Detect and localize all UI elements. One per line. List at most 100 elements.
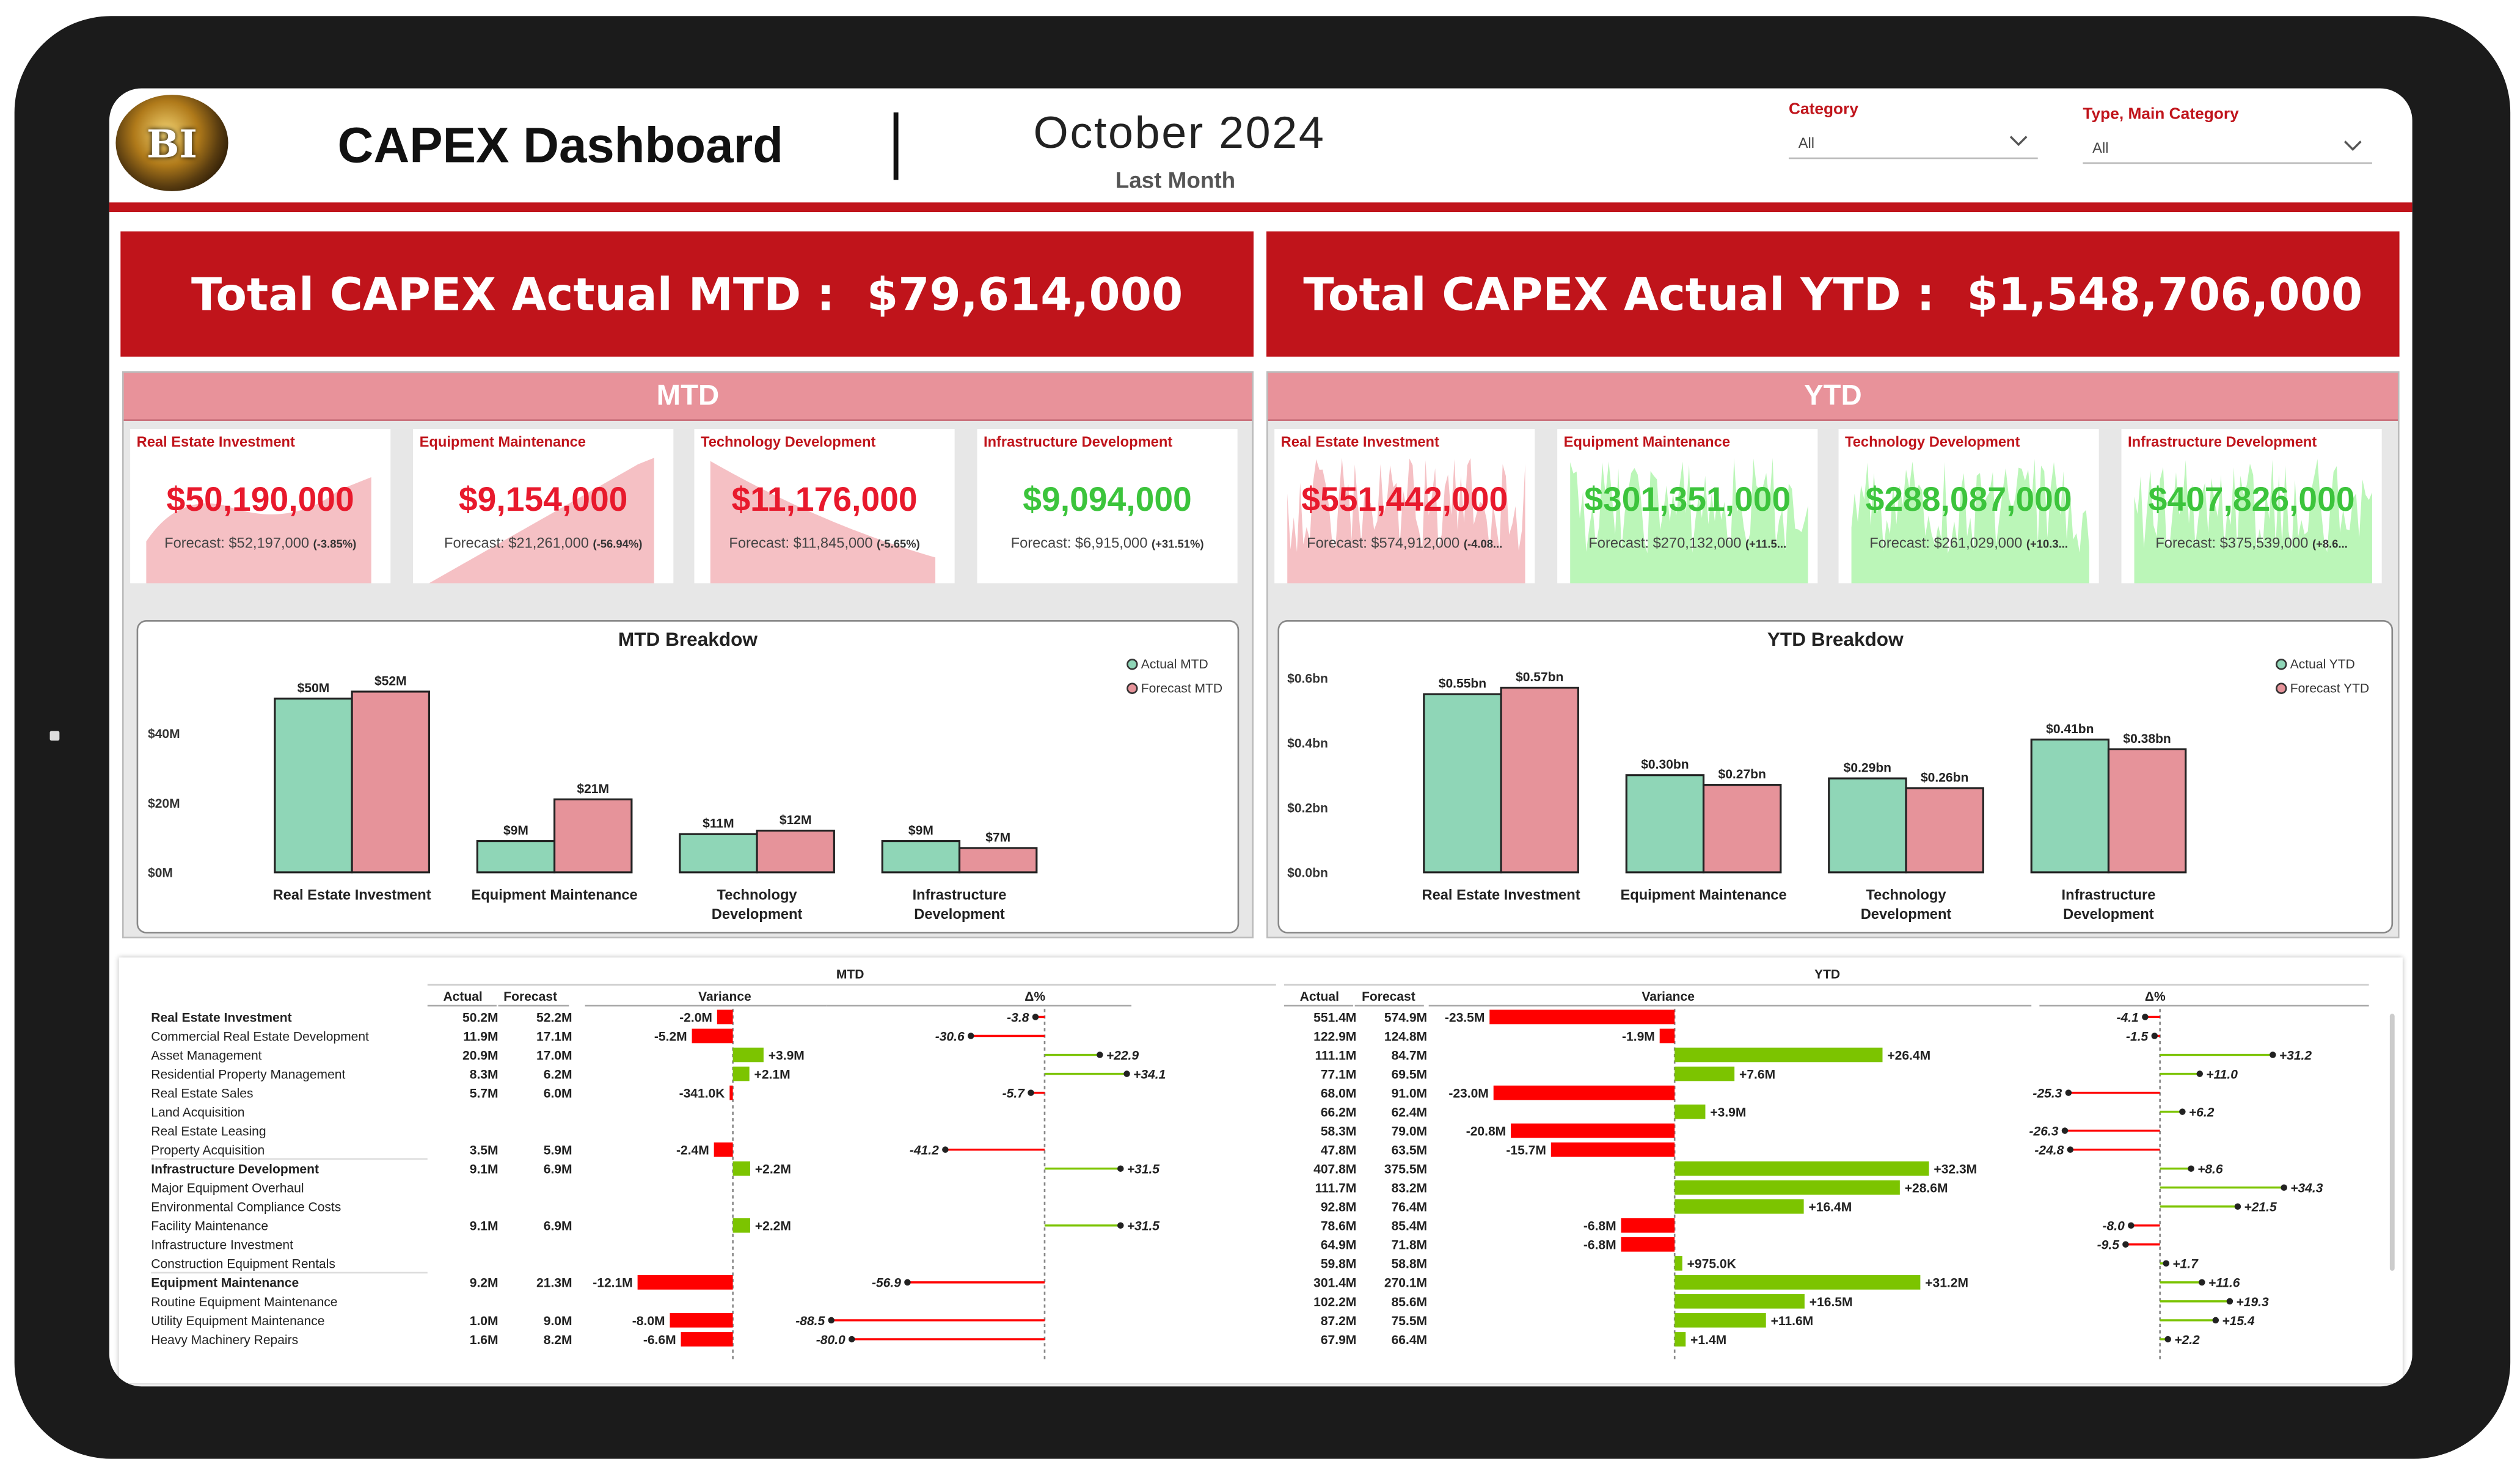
mtd-variance-bar — [681, 1332, 733, 1347]
sparkline-area — [710, 461, 936, 583]
ytd-variance-bar-label: +975.0K — [1687, 1257, 1736, 1271]
mtd-variance-bar — [692, 1028, 733, 1044]
type-filter-label: Type, Main Category — [2083, 106, 2239, 124]
mtd-variance-bar-label: -341.0K — [679, 1086, 725, 1100]
category-filter-label: Category — [1788, 101, 1859, 119]
mtd-variance-bar — [732, 1218, 750, 1233]
header-divider — [893, 112, 899, 180]
chevron-down-icon — [2343, 139, 2363, 155]
ytd-delta-lollipop-dot — [2196, 1070, 2204, 1077]
legend-item-forecast[interactable]: Forecast MTD — [1127, 681, 1222, 696]
kpi-card-label: Infrastructure Development — [983, 433, 1173, 450]
sparkline-area — [146, 477, 371, 583]
row-label: Equipment Maintenance — [151, 1276, 299, 1290]
bar-data-label: $0.38bn — [2123, 732, 2171, 746]
mtd-forecast: 21.3M — [536, 1276, 572, 1290]
kpi-card[interactable]: Equipment Maintenance $301,351,000 Forecas… — [1557, 429, 1818, 583]
ytd-forecast: 58.8M — [1392, 1257, 1427, 1271]
ytd-delta-lollipop-dot — [2065, 1089, 2072, 1096]
mtd-actual: 5.7M — [470, 1086, 499, 1100]
ytd-variance-bar — [1621, 1218, 1675, 1233]
ytd-forecast: 79.0M — [1392, 1125, 1427, 1139]
kpi-card[interactable]: Technology Development $288,087,000 Foreca… — [1838, 429, 2099, 583]
ytd-panel: YTD Real Estate Investment $551,442,000 Fo… — [1266, 371, 2400, 938]
table-scrollbar[interactable] — [2389, 1014, 2395, 1271]
x-tick-label: Technology — [717, 888, 798, 904]
mtd-forecast: 9.0M — [544, 1314, 572, 1328]
ytd-forecast: 66.4M — [1392, 1333, 1427, 1347]
kpi-card[interactable]: Technology Development $11,176,000 Forecas… — [694, 429, 955, 583]
ytd-variance-bar-label: +7.6M — [1739, 1067, 1775, 1081]
bar-data-label: $7M — [985, 830, 1010, 844]
kpi-card[interactable]: Real Estate Investment $50,190,000 Forecas… — [130, 429, 391, 583]
kpi-card[interactable]: Real Estate Investment $551,442,000 Foreca… — [1274, 429, 1535, 583]
mtd-actual: 8.3M — [470, 1067, 499, 1081]
ytd-variance-bar — [1675, 1047, 1883, 1062]
mtd-variance-bar-label: -2.0M — [679, 1011, 712, 1025]
mtd-variance-bar-label: +3.9M — [769, 1048, 805, 1062]
sparkline — [1570, 458, 1808, 583]
mtd-variance-bar-label: +2.1M — [754, 1067, 791, 1081]
x-tick-label: Technology — [1866, 888, 1946, 904]
forecast-text: Forecast: $11,845,000 — [729, 535, 877, 551]
mtd-delta-lollipop-label: -80.0 — [816, 1333, 845, 1347]
sparkline — [146, 477, 371, 583]
kpi-card-forecast: Forecast: $52,197,000 (-3.85%) — [130, 535, 390, 551]
row-label: Asset Management — [151, 1048, 261, 1062]
header-red-bar — [109, 202, 2412, 213]
kpi-card-label: Real Estate Investment — [136, 433, 295, 450]
category-select[interactable]: All — [1788, 127, 2038, 159]
ytd-actual: 59.8M — [1321, 1257, 1356, 1271]
mtd-variance-bar-label: -12.1M — [593, 1276, 632, 1290]
ytd-variance-bar — [1675, 1104, 1706, 1119]
ytd-forecast: 574.9M — [1384, 1011, 1427, 1025]
ytd-variance-bar-label: +16.4M — [1808, 1201, 1852, 1215]
mtd-variance-bar — [732, 1161, 750, 1176]
logo-text: BI — [147, 119, 197, 167]
kpi-mtd-banner: Total CAPEX Actual MTD : $79,614,000 — [120, 231, 1254, 357]
ytd-delta-lollipop-dot — [2179, 1108, 2186, 1115]
kpi-card-forecast: Forecast: $261,029,000 (+10.3... — [1839, 535, 2099, 551]
column-header: Forecast — [1362, 990, 1415, 1004]
ytd-delta-lollipop-label: +6.2 — [2189, 1106, 2215, 1120]
legend-item-forecast[interactable]: Forecast YTD — [2276, 681, 2369, 696]
ytd-forecast: 85.6M — [1392, 1295, 1427, 1309]
bar — [351, 690, 430, 874]
column-header: Actual — [1300, 990, 1339, 1004]
ytd-breakdown-chart: YTD Breakdow Actual YTD Forecast YTD $0.… — [1277, 620, 2394, 934]
ytd-forecast: 76.4M — [1392, 1201, 1427, 1215]
mtd-variance-bar-label: -2.4M — [676, 1144, 709, 1158]
legend-item-actual[interactable]: Actual MTD — [1127, 657, 1222, 671]
ytd-actual: 92.8M — [1321, 1201, 1356, 1215]
y-tick-label: $0.4bn — [1287, 737, 1328, 751]
ytd-delta-lollipop-dot — [2281, 1184, 2287, 1191]
bar — [1625, 774, 1705, 874]
bar — [679, 833, 758, 874]
legend-item-actual[interactable]: Actual YTD — [2276, 657, 2369, 671]
kpi-card[interactable]: Infrastructure Development $407,826,000 Fo… — [2121, 429, 2382, 583]
ytd-delta-lollipop-dot — [2142, 1014, 2149, 1020]
kpi-card-label: Equipment Maintenance — [1563, 433, 1730, 450]
bar-data-label: $0.57bn — [1516, 670, 1563, 684]
ytd-delta-lollipop-label: +8.6 — [2197, 1163, 2223, 1177]
bar — [756, 829, 835, 874]
kpi-ytd-label: Total CAPEX Actual YTD : — [1303, 267, 1935, 321]
ytd-delta-lollipop-dot — [2163, 1260, 2169, 1267]
ytd-variance-bar — [1675, 1066, 1735, 1081]
mtd-variance-bar-label: -8.0M — [632, 1314, 665, 1328]
ytd-delta-lollipop-label: +1.7 — [2172, 1257, 2199, 1271]
ytd-delta-lollipop-label: +21.5 — [2244, 1201, 2277, 1215]
type-main-category-select[interactable]: All — [2083, 132, 2372, 164]
kpi-card[interactable]: Infrastructure Development $9,094,000 Fore… — [977, 429, 1238, 583]
ytd-forecast: 270.1M — [1384, 1276, 1427, 1290]
kpi-card-value: $301,351,000 — [1584, 481, 1791, 519]
mtd-delta-lollipop-label: -3.8 — [1007, 1011, 1029, 1025]
mtd-actual: 20.9M — [462, 1048, 498, 1062]
kpi-card-forecast: Forecast: $21,261,000 (-56.94%) — [413, 535, 673, 551]
kpi-card-label: Infrastructure Development — [2128, 433, 2317, 450]
legend-label: Actual YTD — [2290, 657, 2355, 672]
bar-data-label: $9M — [908, 824, 933, 838]
bar-data-label: $21M — [577, 782, 609, 796]
kpi-card[interactable]: Equipment Maintenance $9,154,000 Forecast:… — [413, 429, 674, 583]
ytd-delta-lollipop-label: -26.3 — [2029, 1125, 2059, 1139]
